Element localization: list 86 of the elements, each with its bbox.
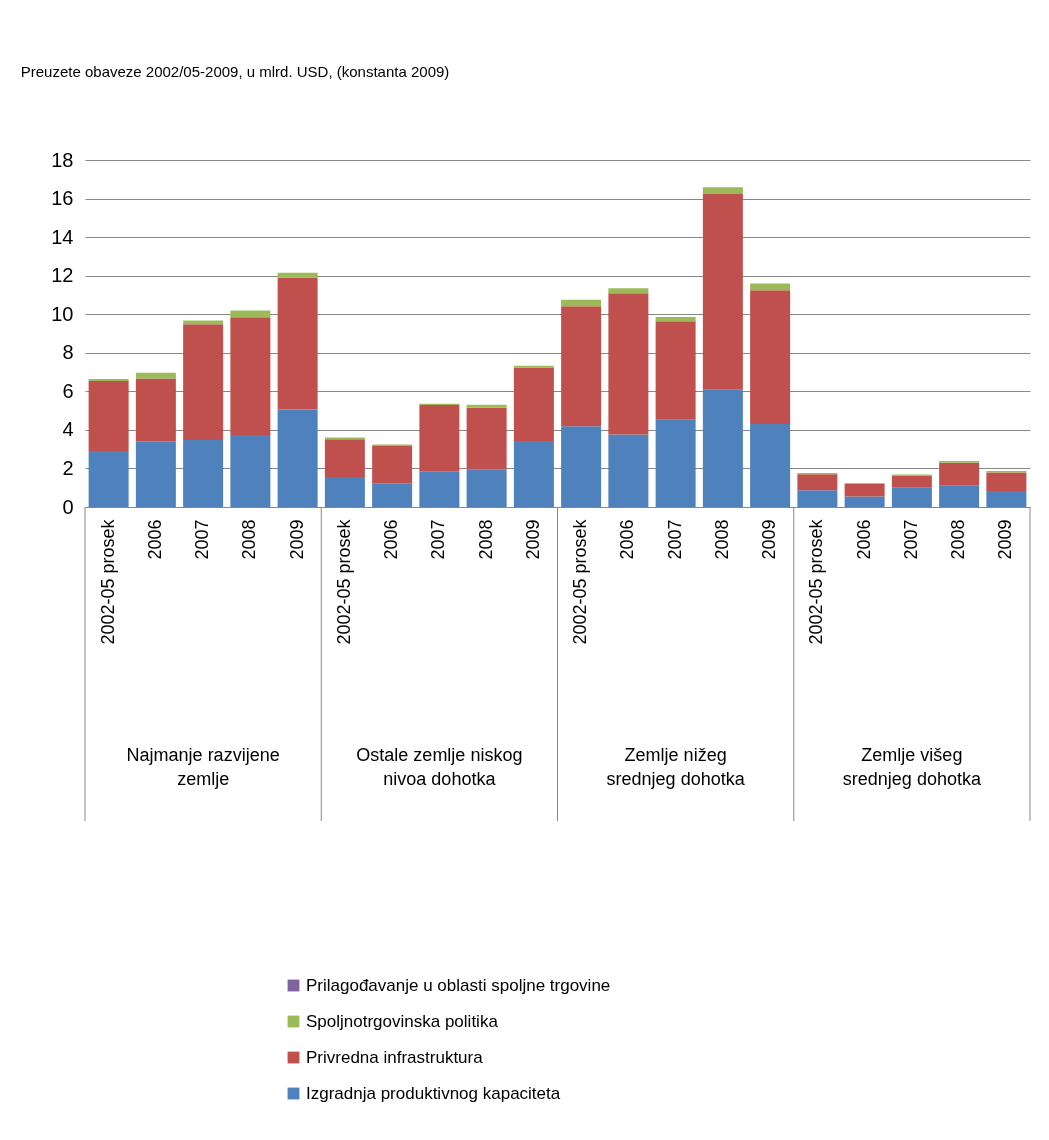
x-tick-label: 2008 (475, 519, 496, 560)
y-tick-label: 8 (62, 341, 74, 364)
bar (324, 476, 365, 507)
text: Najmanje razvijene zemlje (126, 745, 280, 789)
bar (183, 440, 224, 507)
y-tick-label: 2 (62, 456, 74, 479)
bar (372, 483, 413, 507)
legend-label: Privredna infrastruktura (306, 1047, 484, 1067)
x-tick-label: 2007 (900, 519, 921, 560)
bar (561, 426, 602, 507)
y-tick-label: 0 (62, 495, 74, 518)
x-tick-label: 2002-05 prosek (570, 518, 591, 645)
x-tick-label: 2002-05 prosek (333, 518, 354, 645)
x-tick-label: 2009 (995, 519, 1016, 560)
y-tick-label: 18 (51, 148, 74, 171)
y-tick-label: 6 (62, 379, 74, 402)
y-tick-label: 16 (51, 187, 74, 210)
bar (88, 379, 129, 382)
bar (702, 187, 743, 194)
bar (135, 441, 176, 507)
bar (797, 490, 838, 507)
bar (466, 407, 507, 470)
x-tick-label: 2002-05 prosek (97, 518, 118, 645)
bar (702, 193, 743, 390)
x-tick-label: 2007 (664, 519, 685, 560)
bar (608, 293, 649, 435)
bar (939, 485, 980, 507)
bar (986, 491, 1027, 507)
x-tick-label: 2007 (428, 519, 449, 560)
text: Zemlje nižeg srednjeg dohotka (606, 745, 746, 789)
bar (891, 487, 932, 507)
bar (183, 324, 224, 441)
bar (230, 317, 271, 436)
legend-label: Prilagođavanje u oblasti spoljne trgovine (306, 975, 611, 995)
bar (797, 474, 838, 491)
x-tick-label: 2006 (381, 519, 402, 560)
x-tick-label: 2009 (522, 519, 543, 560)
bar (939, 462, 980, 486)
bar (88, 381, 129, 451)
x-tick-label: 2008 (239, 519, 260, 560)
y-tick-label: 10 (51, 302, 74, 325)
bar (466, 469, 507, 507)
x-tick-label: 2002-05 prosek (806, 518, 827, 645)
x-tick-label: 2008 (948, 519, 969, 560)
text: Zemlje višeg srednjeg dohotka (842, 745, 982, 789)
bar (891, 475, 932, 488)
x-tick-label: 2006 (617, 519, 638, 560)
bar (419, 471, 460, 507)
x-tick-label: 2008 (711, 519, 732, 560)
bar (135, 378, 176, 442)
bar (750, 283, 791, 291)
x-tick-label: 2009 (286, 519, 307, 560)
bar (419, 405, 460, 472)
bar (230, 435, 271, 507)
bar (324, 439, 365, 477)
y-tick-label: 14 (51, 225, 74, 248)
bar (986, 472, 1027, 491)
bar (513, 367, 554, 441)
bar (844, 496, 885, 507)
bar (277, 409, 318, 507)
y-tick-label: 12 (51, 264, 74, 287)
x-tick-label: 2006 (853, 519, 874, 560)
x-tick-label: 2009 (759, 519, 780, 560)
x-tick-label: 2006 (144, 519, 165, 560)
chart-title: Preuzete obaveze 2002/05-2009, u mlrd. USD, (konstanta 2009) (20, 63, 450, 80)
x-tick-label: 2007 (192, 519, 213, 560)
bar (277, 277, 318, 410)
bar (655, 419, 696, 507)
bar (750, 424, 791, 507)
bar (608, 288, 649, 294)
bar (466, 404, 507, 408)
bar (513, 440, 554, 507)
legend-label: Spoljnotrgovinska politika (306, 1011, 499, 1031)
bar (88, 450, 129, 507)
legend-label: Izgradnja produktivnog kapaciteta (306, 1083, 561, 1103)
bar (750, 290, 791, 425)
bar (372, 445, 413, 484)
bar (608, 434, 649, 507)
bar (844, 483, 885, 497)
bar (702, 389, 743, 507)
bar (655, 316, 696, 322)
text: Ostale zemlje niskog nivoa dohotka (356, 745, 523, 789)
bar (561, 306, 602, 427)
bar (561, 299, 602, 307)
y-tick-label: 4 (62, 418, 74, 441)
bar (655, 321, 696, 420)
